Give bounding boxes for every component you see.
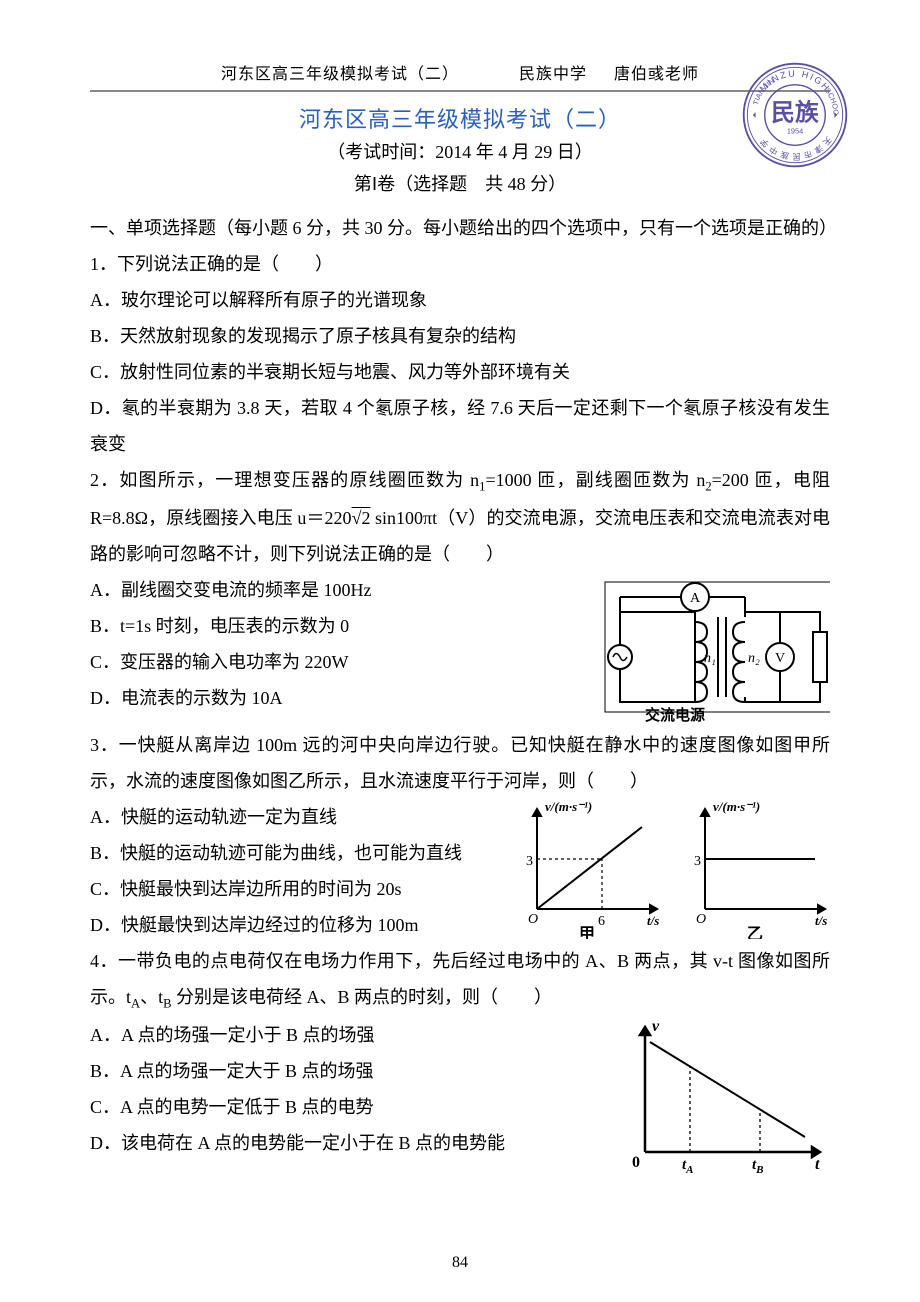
section-label: 第Ⅰ卷（选择题 共 48 分） bbox=[90, 170, 830, 196]
q3-stem: 3．一快艇从离岸边 100m 远的河中央向岸边行驶。已知快艇在静水中的速度图像如… bbox=[90, 727, 830, 799]
q4-stem: 4．一带负电的点电荷仅在电场力作用下，先后经过电场中的 A、B 两点，其 v-t… bbox=[90, 943, 830, 1017]
q4-C: C．A 点的电势一定低于 B 点的电势 bbox=[90, 1089, 608, 1125]
q3c1-ylabel: v/(m·s⁻¹) bbox=[545, 799, 592, 814]
running-header: 河东区高三年级模拟考试（二） 民族中学 唐伯彧老师 bbox=[90, 60, 830, 92]
q3c2-ylabel: v/(m·s⁻¹) bbox=[713, 799, 760, 814]
header-teacher: 唐伯彧老师 bbox=[614, 66, 699, 83]
q2-B: B．t=1s 时刻，电压表的示数为 0 bbox=[90, 608, 588, 644]
q4c-tA: tA bbox=[682, 1157, 694, 1176]
n1-label: n₁ bbox=[704, 651, 716, 666]
q3-D: D．快艇最快到达岸边经过的位移为 100m bbox=[90, 907, 500, 943]
q2-C: C．变压器的输入电功率为 220W bbox=[90, 644, 588, 680]
part1-heading: 一、单项选择题（每小题 6 分，共 30 分。每小题给出的四个选项中，只有一个选… bbox=[90, 210, 830, 246]
q1-A: A．玻尔理论可以解释所有原子的光谱现象 bbox=[90, 282, 830, 318]
q4-chart: v t 0 tA tB bbox=[620, 1017, 830, 1177]
q4-A: A．A 点的场强一定小于 B 点的场强 bbox=[90, 1017, 608, 1053]
voltmeter-label: V bbox=[775, 651, 785, 666]
q3-chart-jia: v/(m·s⁻¹) t/s 3 O 6 甲 bbox=[512, 799, 662, 939]
q1-D: D．氡的半衰期为 3.8 天，若取 4 个氡原子核，经 7.6 天后一定还剩下一… bbox=[90, 390, 830, 462]
stamp-bottom-text: 天津市民族中学 bbox=[756, 135, 833, 161]
q1-B: B．天然放射现象的发现揭示了原子核具有复杂的结构 bbox=[90, 318, 830, 354]
q3c1-caption: 甲 bbox=[579, 925, 595, 939]
q4-B: B．A 点的场强一定大于 B 点的场强 bbox=[90, 1053, 608, 1089]
q3-B: B．快艇的运动轨迹可能为曲线，也可能为直线 bbox=[90, 835, 500, 871]
school-stamp: MINZU HIGH TIAN JIN SCHOOL 天津市民族中学 民族 19… bbox=[740, 60, 850, 170]
q4c-xlabel: t bbox=[815, 1156, 820, 1173]
q4-tA-sub: A bbox=[131, 996, 140, 1010]
q4-stem-post: 分别是该电荷经 A、B 两点的时刻，则（ ） bbox=[172, 987, 553, 1007]
n2-label: n₂ bbox=[748, 651, 760, 666]
q4c-ylabel: v bbox=[652, 1018, 660, 1035]
q4-stem-mid: 、t bbox=[140, 987, 163, 1007]
q4-D: D．该电荷在 A 点的电势能一定小于在 B 点的电势能 bbox=[90, 1125, 608, 1161]
stamp-center-chars: 民族 bbox=[771, 99, 819, 127]
q2-A: A．副线圈交变电流的频率是 100Hz bbox=[90, 572, 588, 608]
exam-title: 河东区高三年级模拟考试（二） bbox=[90, 102, 830, 134]
q2-stem: 2．如图所示，一理想变压器的原线圈匝数为 n1=1000 匝，副线圈匝数为 n2… bbox=[90, 462, 830, 572]
exam-time: （考试时间：2014 年 4 月 29 日） bbox=[90, 138, 830, 164]
q4-tB-sub: B bbox=[163, 996, 171, 1010]
svg-text:天津市民族中学: 天津市民族中学 bbox=[756, 135, 833, 161]
q2-sqrt2: √2 bbox=[352, 508, 371, 528]
page-number: 84 bbox=[0, 1254, 920, 1272]
header-left: 河东区高三年级模拟考试（二） bbox=[221, 66, 459, 83]
q1-C: C．放射性同位素的半衰期长短与地震、风力等外部环境有关 bbox=[90, 354, 830, 390]
q3c1-O: O bbox=[528, 912, 538, 927]
q4-row: A．A 点的场强一定小于 B 点的场强 B．A 点的场强一定大于 B 点的场强 … bbox=[90, 1017, 830, 1182]
q2-stem-pre: 2．如图所示，一理想变压器的原线圈匝数为 n bbox=[90, 470, 479, 490]
source-label: 交流电源 bbox=[645, 706, 705, 722]
q3c2-y3: 3 bbox=[694, 854, 701, 869]
q3-A: A．快艇的运动轨迹一定为直线 bbox=[90, 799, 500, 835]
q3-C: C．快艇最快到达岸边所用的时间为 20s bbox=[90, 871, 500, 907]
q3c2-caption: 乙 bbox=[747, 926, 763, 939]
q2-circuit-diagram: A V n₁ n₂ R 交流电源 bbox=[600, 572, 830, 722]
stamp-year: 1954 bbox=[787, 126, 803, 135]
q1-stem: 1．下列说法正确的是（ ） bbox=[90, 246, 830, 282]
q3c2-O: O bbox=[696, 912, 706, 927]
q3c1-x6: 6 bbox=[598, 914, 605, 929]
q2-D: D．电流表的示数为 10A bbox=[90, 680, 588, 716]
page: MINZU HIGH TIAN JIN SCHOOL 天津市民族中学 民族 19… bbox=[0, 0, 920, 1302]
q3c2-xlabel: t/s bbox=[815, 913, 827, 928]
q3-row: A．快艇的运动轨迹一定为直线 B．快艇的运动轨迹可能为曲线，也可能为直线 C．快… bbox=[90, 799, 830, 943]
q3c1-y3: 3 bbox=[526, 854, 533, 869]
q2-row: A．副线圈交变电流的频率是 100Hz B．t=1s 时刻，电压表的示数为 0 … bbox=[90, 572, 830, 727]
q4c-tB: tB bbox=[752, 1157, 764, 1176]
q3-chart-yi: v/(m·s⁻¹) t/s 3 O 乙 bbox=[680, 799, 830, 939]
q4c-0: 0 bbox=[632, 1154, 640, 1171]
ammeter-label: A bbox=[690, 591, 701, 606]
q2-n1-val: =1000 匝，副线圈匝数为 n bbox=[485, 470, 705, 490]
header-school: 民族中学 bbox=[519, 66, 587, 83]
q3c1-xlabel: t/s bbox=[647, 913, 659, 928]
